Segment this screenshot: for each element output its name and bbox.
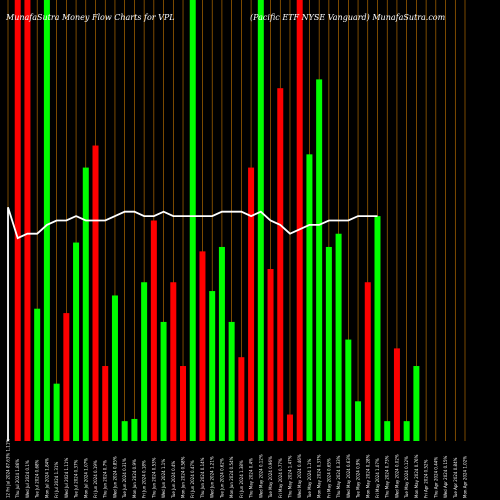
money-flow-bar bbox=[131, 418, 138, 441]
money-flow-bar bbox=[199, 251, 206, 441]
money-flow-bar bbox=[111, 295, 118, 441]
money-flow-bar bbox=[257, 0, 264, 441]
bar-series bbox=[14, 0, 420, 441]
x-tick-label: Wed May 2024 0.46% bbox=[297, 454, 302, 498]
x-tick-label: Thu Jun 2024 0.7% bbox=[103, 460, 108, 499]
x-tick-label: Tue Jul 2024 0.68% bbox=[35, 459, 40, 499]
money-flow-bar bbox=[413, 366, 420, 441]
x-tick-label: Tue Jun 2024 0.62% bbox=[219, 458, 224, 499]
x-tick-label: Fri May 2024 1.07% bbox=[375, 458, 380, 498]
money-flow-bar bbox=[228, 321, 235, 441]
money-flow-bar bbox=[141, 282, 148, 441]
x-tick-label: Fri May 2024 0.77% bbox=[278, 458, 283, 498]
money-flow-bar bbox=[286, 414, 293, 441]
money-flow-bar bbox=[53, 383, 60, 441]
x-tick-label: Wed Jun 2024 1.21% bbox=[210, 456, 215, 498]
money-flow-bar bbox=[24, 0, 31, 441]
money-flow-bar bbox=[355, 401, 362, 441]
chart-title-right: (Pacific ETF NYSE Vanguard) MunafaSutra.… bbox=[250, 13, 446, 22]
x-tick-label: Wed May 2024 0.63% bbox=[346, 454, 351, 498]
money-flow-bar bbox=[43, 0, 50, 441]
money-flow-bar bbox=[277, 88, 284, 441]
money-flow-bar bbox=[393, 348, 400, 441]
x-tick-label: Tue May 2024 0.9% bbox=[356, 459, 361, 499]
money-flow-bar bbox=[102, 366, 109, 441]
x-tick-label: Mon Jun 2024 0.58% bbox=[181, 456, 186, 498]
money-flow-bar bbox=[238, 357, 245, 441]
money-flow-bar bbox=[403, 421, 410, 441]
x-tick-label: Thu May 2024 0.4% bbox=[249, 458, 254, 499]
x-tick-label: Wed Jun 2024 1.1% bbox=[161, 459, 166, 498]
x-tick-label: Fri Jun 2024 0.18% bbox=[142, 460, 147, 498]
x-tick-label: Mon Jun 2024 0.9% bbox=[132, 459, 137, 498]
x-tick-label: Tue Jun 2024 0.31% bbox=[122, 458, 127, 499]
x-tick-label: Fri Jul 2024 1.31% bbox=[54, 462, 59, 498]
money-flow-bar bbox=[384, 421, 391, 441]
money-flow-bar bbox=[306, 154, 313, 441]
money-flow-bar bbox=[121, 421, 128, 441]
money-flow-bar bbox=[296, 0, 303, 441]
money-flow-bar bbox=[267, 269, 274, 441]
x-tick-label: Fri Jun 2024 0.19% bbox=[93, 460, 98, 498]
x-tick-label: Mon Jun 2024 0.54% bbox=[229, 456, 234, 498]
x-tick-label: Tue May 2024 1.1% bbox=[307, 459, 312, 499]
x-tick-label: Wed May 2024 0.12% bbox=[258, 454, 263, 498]
money-flow-bar bbox=[218, 246, 225, 441]
money-flow-bar bbox=[209, 291, 216, 441]
money-flow-bar bbox=[34, 308, 41, 441]
money-flow-bar bbox=[248, 167, 255, 441]
x-tick-label: Fri Jun 2024 1.38% bbox=[239, 460, 244, 498]
money-flow-bar bbox=[160, 321, 167, 441]
x-tick-label: Thu May 2024 0.73% bbox=[385, 455, 390, 499]
x-tick-label: Fri May 2024 0.65% bbox=[326, 458, 331, 498]
money-flow-bar bbox=[189, 0, 196, 441]
money-flow-bar bbox=[180, 366, 187, 441]
x-tick-label: Tue May 2024 0.96% bbox=[268, 456, 273, 499]
x-tick-label: Thu Jul 2024 1.86% bbox=[15, 459, 20, 499]
x-tick-label: Tue Jul 2024 0.37% bbox=[74, 459, 79, 499]
money-flow-bar bbox=[325, 246, 332, 441]
x-tick-label: Thu Jun 2024 0.14% bbox=[200, 457, 205, 499]
x-tick-label: Mon May 2024 0.76% bbox=[414, 454, 419, 498]
x-axis-tick-labels: 12 Fri Jul 2024 87.63% 1.11% Thu Jul 2024… bbox=[6, 439, 468, 499]
x-tick-label: Mon May 2024 0.28% bbox=[365, 454, 370, 498]
money-flow-line bbox=[7, 207, 378, 441]
x-tick-label: Mon Jul 2024 1.84% bbox=[44, 458, 49, 498]
x-tick-label: Wed Jul 2024 1.11% bbox=[64, 458, 69, 498]
x-tick-label: Tue Jun 2024 0.4% bbox=[171, 461, 176, 499]
x-tick-label: 12 Fri Jul 2024 87.63% 1.11% bbox=[6, 439, 11, 498]
money-flow-bar bbox=[82, 167, 89, 441]
money-flow-bar bbox=[364, 282, 371, 441]
x-tick-label: Mon Jul 2024 1.07% bbox=[83, 458, 88, 498]
x-tick-label: Thu Apr 2024 0.44% bbox=[433, 457, 438, 499]
money-flow-bar bbox=[316, 79, 323, 441]
money-flow-bar bbox=[170, 282, 177, 441]
x-tick-label: Mon May 2024 0.37% bbox=[317, 454, 322, 498]
x-tick-label: Thu May 2024 0.33% bbox=[336, 455, 341, 499]
money-flow-bar bbox=[150, 220, 157, 441]
x-tick-label: Wed Jul 2024 0.1% bbox=[25, 460, 30, 498]
x-tick-label: Wed Jun 2024 0.85% bbox=[112, 456, 117, 498]
money-flow-bar bbox=[73, 242, 80, 441]
money-flow-bar bbox=[92, 145, 99, 441]
money-flow-bar bbox=[345, 339, 352, 441]
money-flow-bar bbox=[374, 216, 381, 441]
x-tick-label: Wed May 2024 0.02% bbox=[394, 454, 399, 498]
x-tick-label: Wed Apr 2024 0.15% bbox=[443, 455, 448, 498]
x-tick-label: Tue Apr 2024 0.84% bbox=[453, 457, 458, 499]
chart-title-left: MunafaSutra Money Flow Charts for VPL bbox=[5, 13, 175, 22]
x-tick-label: Mon Apr 2024 1.02% bbox=[463, 456, 468, 498]
x-tick-label: Thu Jun 2024 0.53% bbox=[151, 457, 156, 499]
x-tick-label: Fri Jun 2024 0.47% bbox=[190, 460, 195, 498]
x-tick-label: Thu May 2024 1.47% bbox=[287, 455, 292, 499]
money-flow-bar bbox=[14, 0, 21, 441]
x-tick-label: Tue May 2024 0.12% bbox=[404, 456, 409, 499]
money-flow-bar bbox=[335, 233, 342, 441]
x-tick-label: Fri Apr 2024 0.52% bbox=[424, 459, 429, 498]
money-flow-bar bbox=[63, 313, 70, 441]
